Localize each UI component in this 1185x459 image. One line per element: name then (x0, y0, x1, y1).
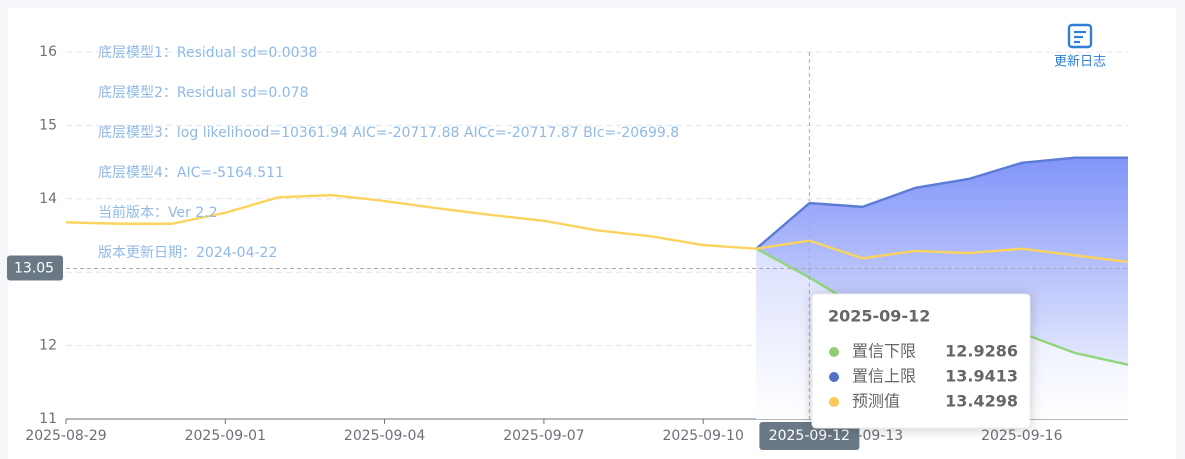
x-tick-label: 2025-09-01 (185, 428, 266, 444)
annotation: 底层模型2：Residual sd=0.078 (98, 85, 308, 101)
y-tick-label: 12 (39, 338, 57, 354)
tooltip-dot (829, 397, 839, 407)
y-tick-label: 14 (39, 191, 57, 207)
tooltip-dot (829, 372, 839, 382)
series-line (755, 156, 1128, 250)
crosshair-y-box (7, 255, 63, 281)
toolbox-label[interactable]: 更新日志 (1054, 54, 1106, 70)
annotation: 当前版本：Ver 2.2 (98, 204, 218, 221)
y-tick-label: 11 (39, 411, 57, 427)
crosshair-x-label: 2025-09-12 (769, 428, 850, 444)
tooltip-name: 预测值 (852, 392, 900, 411)
annotation: 底层模型4：AIC=-5164.511 (98, 165, 284, 181)
series-line (65, 193, 1129, 264)
tooltip: 2025-09-12 置信下限 12.9286 置信上限 13.9413 预测值 13.42… (811, 293, 1031, 429)
y-tick-label: 15 (39, 117, 57, 133)
x-tick-label: 2025-09-10 (663, 428, 744, 444)
x-tick-label: 2025-09-07 (503, 428, 584, 444)
x-tick-label: 2025-08-29 (25, 428, 106, 444)
annotation: 底层模型3：log likelihood=10361.94 AIC=-20717… (98, 125, 679, 141)
tooltip-value: 13.4298 (945, 392, 1018, 411)
tooltip-name: 置信下限 (852, 342, 916, 361)
tooltip-value: 12.9286 (945, 342, 1018, 361)
crosshair-x-box (759, 422, 860, 450)
toolbox[interactable]: 更新日志 (1054, 23, 1106, 70)
y-tick-label: 16 (39, 44, 57, 60)
annotation: 版本更新日期：2024-04-22 (98, 245, 277, 261)
x-tick-label: 2025-09-04 (344, 428, 425, 444)
crosshair-y-label: 13.05 (14, 261, 54, 277)
tooltip-title: 2025-09-12 (828, 307, 930, 326)
tooltip-dot (829, 347, 839, 357)
tooltip-box (811, 293, 1031, 429)
x-tick-label: 2025-09-16 (981, 428, 1062, 444)
tooltip-name: 置信上限 (852, 367, 916, 386)
tooltip-value: 13.9413 (945, 367, 1018, 386)
annotation: 底层模型1：Residual sd=0.0038 (98, 45, 317, 61)
